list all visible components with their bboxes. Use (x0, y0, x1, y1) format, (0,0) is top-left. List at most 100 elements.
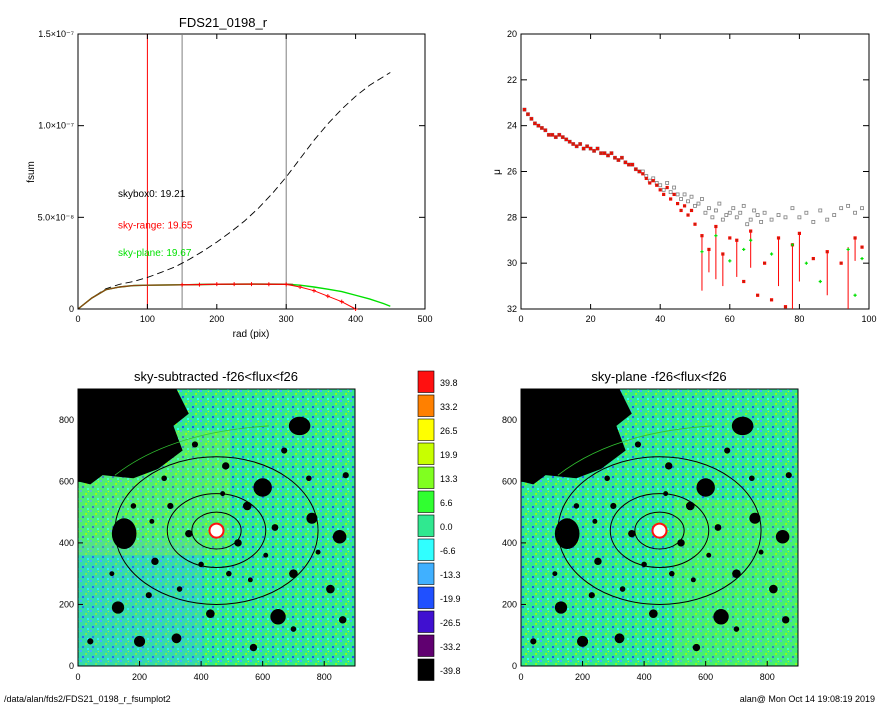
masked-source-blob (634, 441, 642, 448)
map-x-tick-label: 800 (317, 672, 332, 682)
masked-source-blob (706, 552, 712, 558)
aperture-ellipse-0 (191, 511, 242, 550)
mu-y-tick-label: 32 (507, 304, 517, 314)
map-green-region (673, 499, 798, 666)
mu-point-core (649, 182, 651, 184)
map-x-tick-label: 400 (637, 672, 652, 682)
colorbar-swatch (417, 658, 435, 681)
map-y-tick-label: 800 (59, 415, 74, 425)
mu-point-core (569, 141, 571, 143)
map-x-tick-label: 800 (760, 672, 775, 682)
mu-gray-point (727, 210, 732, 215)
mu-point-core (826, 251, 828, 253)
mu-gray-point (707, 206, 711, 211)
mu-gray-point (731, 206, 736, 211)
mu-gray-point (696, 201, 701, 206)
map-y-tick-label: 600 (502, 476, 517, 486)
masked-source-blob (554, 601, 568, 614)
fsum-plot-frame (77, 33, 426, 310)
galaxy-core (653, 524, 666, 537)
colorbar-swatch (417, 418, 435, 441)
masked-source-blob (111, 601, 125, 614)
fsum-chart-title: FDS21_0198_r (179, 15, 268, 30)
map-x-tick-label: 200 (132, 672, 147, 682)
masked-source-blob (247, 577, 253, 583)
colorbar-label: 6.6 (440, 498, 453, 508)
colorbar-label: 0.0 (440, 522, 453, 532)
masked-source-blob (242, 501, 252, 511)
mu-point-core (687, 214, 689, 216)
colorbar-label: 33.2 (440, 402, 458, 412)
mu-gray-point (668, 190, 673, 195)
mu-point-core (624, 161, 627, 164)
mu-green-point (804, 261, 808, 265)
masked-source-blob (554, 518, 580, 550)
map-x-tick-label: 600 (255, 672, 270, 682)
mu-point-core (656, 184, 658, 186)
mu-gray-point (689, 194, 694, 199)
masked-source-blob (167, 502, 174, 510)
mu-point-core (642, 173, 644, 175)
mu-gray-point (724, 213, 729, 217)
map-y-tick-label: 400 (59, 538, 74, 548)
mu-gray-point (693, 203, 697, 208)
mu-gray-point (675, 192, 680, 197)
mu-x-tick-label: 80 (794, 314, 804, 324)
mu-y-tick-label: 22 (507, 75, 517, 85)
mu-x-tick-label: 0 (518, 314, 523, 324)
mu-gray-point (790, 206, 795, 211)
masked-source-blob (628, 529, 636, 538)
mu-point-core (638, 170, 641, 173)
mu-point-core (621, 157, 623, 159)
mu-point-core (669, 198, 672, 200)
mu-point-core (562, 136, 564, 138)
colorbar-label: 26.5 (440, 426, 458, 436)
mu-gray-point (748, 217, 753, 222)
mu-point-core (607, 154, 609, 157)
mu-green-point (846, 247, 850, 252)
mu-point-core (582, 147, 585, 150)
mu-gray-point (686, 199, 690, 204)
masked-source-blob (270, 609, 286, 625)
mu-point-core (680, 209, 682, 212)
map-y-tick-label: 0 (512, 661, 517, 671)
masked-source-blob (588, 592, 595, 599)
mu-green-point (700, 250, 704, 254)
mu-point-core (548, 134, 550, 136)
fsum-x-tick-label: 400 (348, 314, 363, 324)
fsum-x-tick-label: 100 (140, 314, 155, 324)
masked-source-blob (714, 524, 722, 531)
masked-source-blob (253, 478, 272, 497)
mu-y-axis-label: μ (492, 169, 503, 175)
masked-source-blob (332, 529, 347, 544)
sky-plane-image (521, 389, 798, 666)
masked-source-blob (87, 638, 94, 645)
colorbar-label: -33.2 (440, 642, 461, 652)
sky-arc (557, 425, 712, 476)
mu-gray-point (672, 185, 677, 190)
masked-source-blob (281, 447, 288, 454)
masked-source-blob (535, 471, 544, 479)
colorbar-label: 13.3 (440, 474, 458, 484)
mu-point-core (652, 179, 654, 182)
fsum-ticks: 0 100 200 300 400 500 0 5.0×10⁻⁸ 1.0×10⁻⁷ 1.5×10⁻… (38, 29, 433, 324)
masked-source-blob (577, 635, 589, 647)
masked-source-blob (594, 557, 602, 566)
colorbar-label: -26.5 (440, 618, 461, 628)
mu-y-tick-label: 28 (507, 212, 517, 222)
mu-gray-point (713, 208, 718, 213)
mu-point-core (690, 209, 693, 212)
aperture-ellipse-0 (634, 511, 685, 550)
masked-source-blob (338, 616, 347, 624)
mu-gray-point (832, 213, 837, 217)
mu-gray-point (811, 220, 816, 224)
mu-point-core (586, 145, 588, 147)
mu-point-core (756, 294, 759, 296)
mu-gray-point (853, 210, 857, 215)
mu-x-tick-label: 60 (725, 314, 735, 324)
mu-point-core (701, 234, 703, 237)
mu-point-core (635, 168, 637, 170)
mu-point-core (798, 232, 801, 235)
masked-source-blob (749, 512, 761, 524)
mu-green-point (853, 293, 857, 297)
